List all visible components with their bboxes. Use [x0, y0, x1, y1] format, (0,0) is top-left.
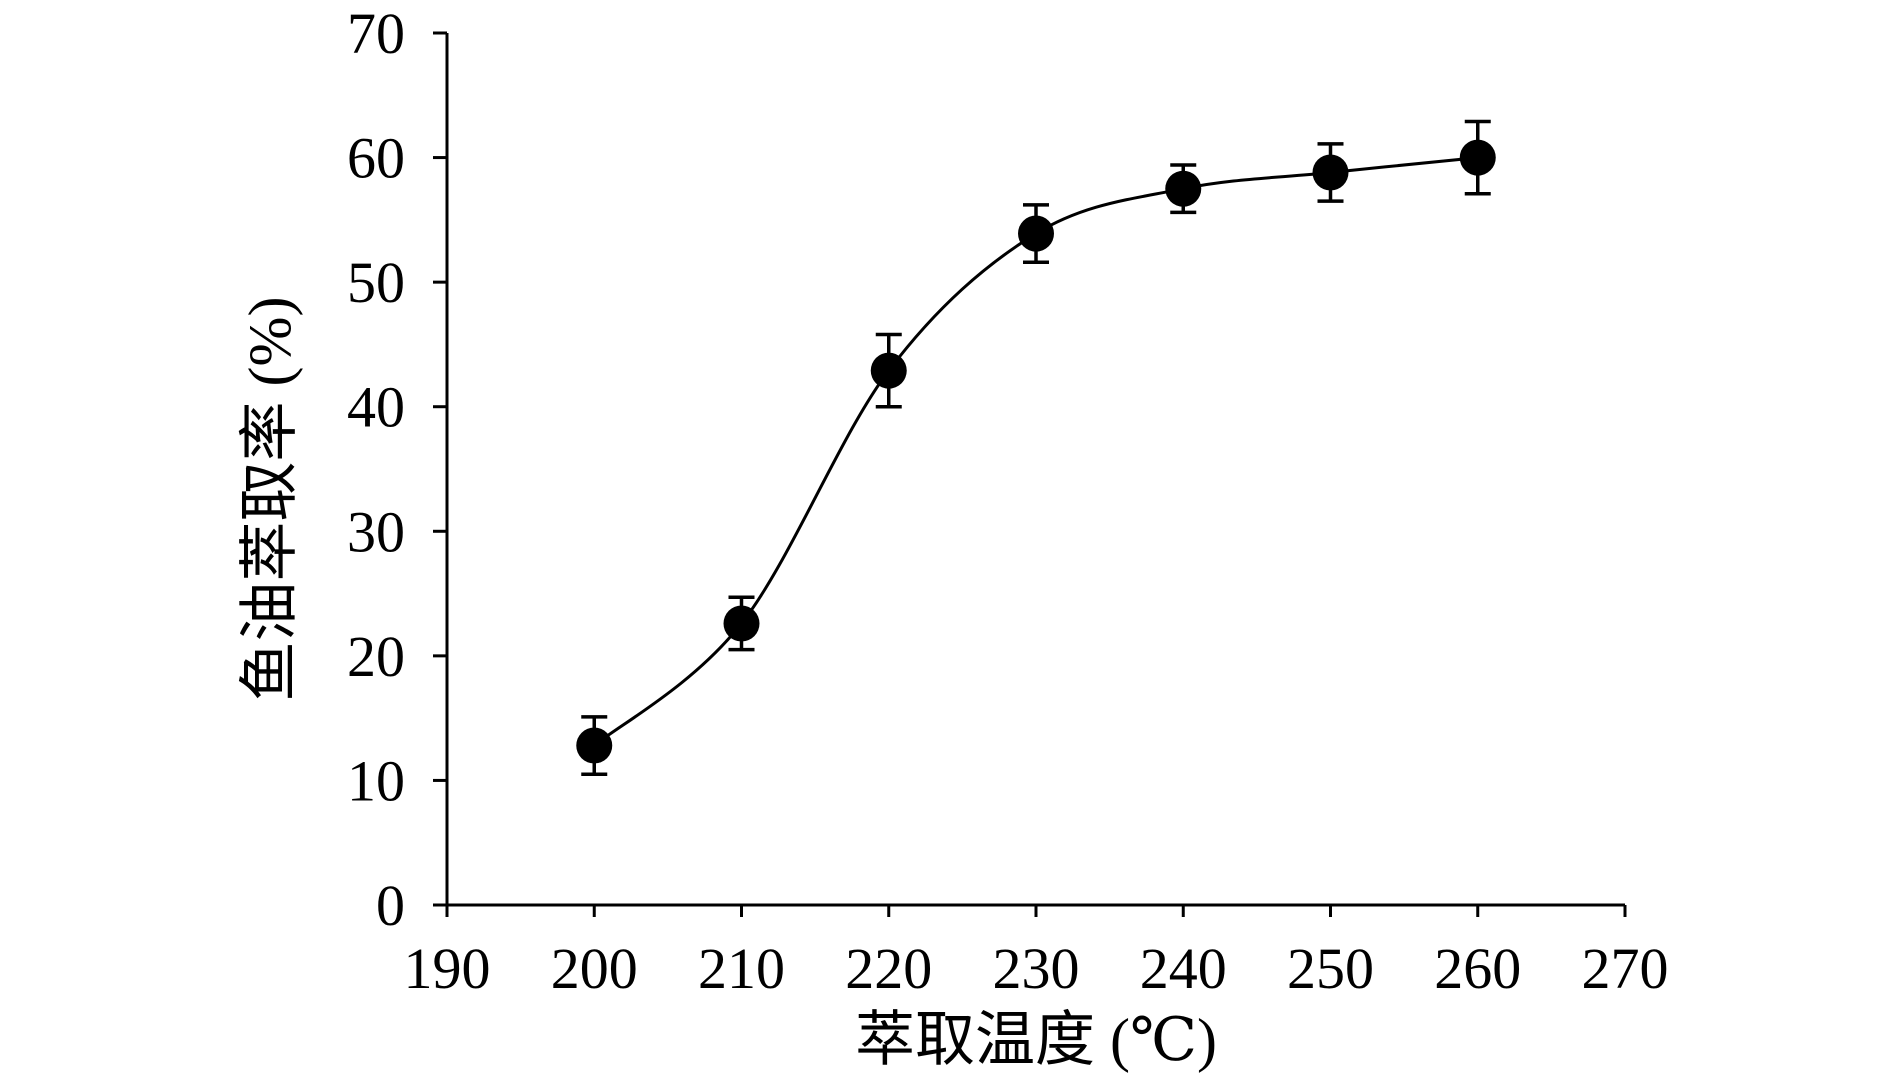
x-tick-label: 210: [698, 936, 785, 1001]
data-point-group: [723, 595, 760, 652]
y-tick-label: 20: [347, 624, 405, 689]
x-tick-label: 200: [551, 936, 638, 1001]
x-ticks: 190 200 210 220 230 240 250 260 270: [404, 905, 1669, 1001]
y-ticks: 0 10 20 30 40 50 60 70: [347, 1, 447, 938]
y-tick-label: 40: [347, 375, 405, 440]
data-point-group: [870, 332, 907, 409]
data-point-group: [1165, 163, 1202, 215]
x-tick-label: 220: [845, 936, 932, 1001]
x-tick-label: 250: [1287, 936, 1374, 1001]
data-point-group: [1018, 203, 1054, 264]
data-point-group: [576, 715, 613, 776]
data-point: [1018, 215, 1054, 252]
x-axis-title: 萃取温度 (℃): [855, 1007, 1217, 1073]
data-point: [723, 605, 760, 642]
x-tick-label: 190: [404, 936, 491, 1001]
y-axis-title: 鱼油萃取率 (%): [237, 297, 303, 702]
data-point-group: [1459, 119, 1496, 196]
data-point-group: [1312, 142, 1349, 203]
x-tick-label: 260: [1434, 936, 1521, 1001]
x-tick-label: 270: [1582, 936, 1669, 1001]
data-point: [1165, 170, 1202, 207]
y-tick-label: 30: [347, 499, 405, 564]
data-point: [1312, 154, 1349, 191]
axes: [445, 33, 1625, 907]
y-tick-label: 0: [376, 873, 405, 938]
data-point: [576, 727, 613, 764]
y-tick-label: 50: [347, 250, 405, 315]
y-tick-label: 60: [347, 126, 405, 191]
x-tick-label: 230: [993, 936, 1080, 1001]
data-points: [576, 119, 1496, 776]
data-point: [870, 352, 907, 389]
data-point: [1459, 139, 1496, 176]
y-tick-label: 70: [347, 1, 405, 66]
x-tick-label: 240: [1140, 936, 1227, 1001]
y-tick-label: 10: [347, 748, 405, 813]
